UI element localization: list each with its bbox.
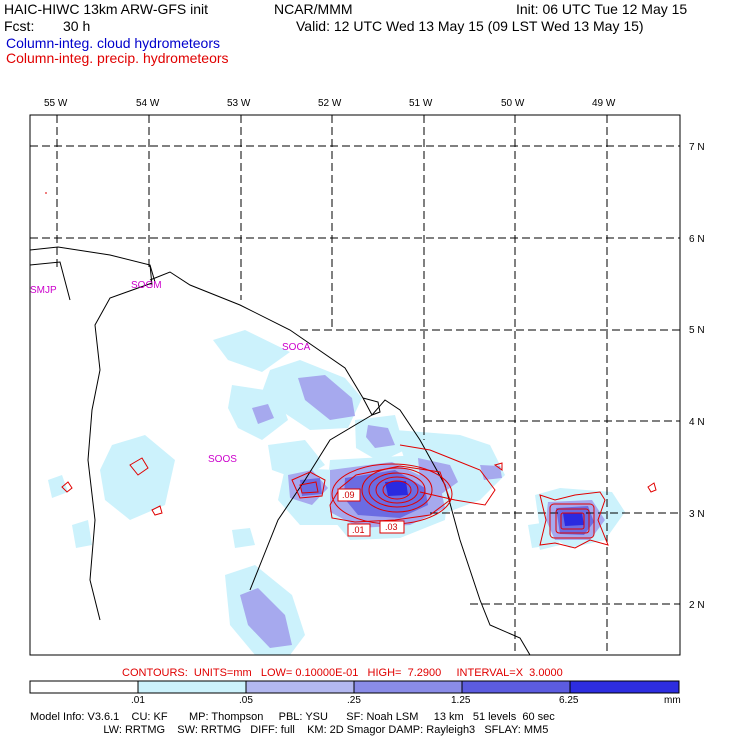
init-time: Init: 06 UTC Tue 12 May 15 — [516, 1, 688, 17]
latitude-labels: 7 N 6 N 5 N 4 N 3 N 2 N — [689, 142, 705, 611]
precip-field-title: Column-integ. precip. hydrometeors — [6, 50, 229, 66]
lat-label: 3 N — [689, 509, 705, 520]
cloud-field-title: Column-integ. cloud hydrometeors — [6, 35, 220, 51]
contour-info: CONTOURS: UNITS=mm LOW= 0.10000E-01 HIGH… — [122, 667, 563, 679]
lon-label: 55 W — [44, 98, 68, 109]
forecast-label: Fcst: — [4, 18, 35, 34]
station-label: SMJP — [30, 285, 57, 296]
valid-time: Valid: 12 UTC Wed 13 May 15 (09 LST Wed … — [296, 18, 644, 34]
agency-label: NCAR/MMM — [274, 1, 353, 17]
lat-label: 4 N — [689, 417, 705, 428]
lat-label: 2 N — [689, 600, 705, 611]
colorbar-bin — [461, 680, 571, 694]
precip-contours — [45, 192, 657, 549]
station-label: SOGM — [131, 280, 162, 291]
colorbar-bin — [353, 680, 463, 694]
colorbar-label: .05 — [239, 695, 253, 706]
colorbar-bin — [137, 680, 247, 694]
model-info-line1: Model Info: V3.6.1 CU: KF MP: Thompson P… — [30, 711, 555, 723]
coastline — [30, 246, 531, 655]
colorbar-bin — [569, 680, 680, 694]
contour-label: .03 — [385, 522, 398, 532]
colorbar-label: .25 — [347, 695, 361, 706]
colorbar-bin — [245, 680, 355, 694]
lon-label: 49 W — [592, 98, 616, 109]
lon-label: 50 W — [501, 98, 525, 109]
station-label: SOCA — [282, 342, 311, 353]
contour-label: .01 — [352, 525, 365, 535]
colorbar-bin — [29, 680, 139, 694]
lon-label: 52 W — [318, 98, 342, 109]
lon-label: 51 W — [409, 98, 433, 109]
forecast-hour: 30 h — [63, 18, 91, 34]
colorbar-unit: mm — [664, 695, 681, 706]
lat-label: 7 N — [689, 142, 705, 153]
colorbar-label: .01 — [131, 695, 145, 706]
map-frame — [29, 114, 681, 656]
lon-label: 53 W — [227, 98, 251, 109]
longitude-labels: 55 W 54 W 53 W 52 W 51 W 50 W 49 W — [44, 98, 616, 109]
model-info-line2: LW: RRTMG SW: RRTMG DIFF: full KM: 2D Sm… — [30, 724, 549, 736]
colorbar-label: 1.25 — [451, 695, 471, 706]
colorbar-label: 6.25 — [559, 695, 579, 706]
lat-label: 6 N — [689, 234, 705, 245]
station-label: SOOS — [208, 454, 237, 465]
graticule — [30, 115, 680, 655]
lat-label: 5 N — [689, 325, 705, 336]
cloud-shading-core — [385, 481, 584, 526]
map-title: HAIC-HIWC 13km ARW-GFS init — [4, 1, 209, 17]
colorbar — [29, 680, 680, 694]
contour-label: .09 — [342, 490, 355, 500]
lon-label: 54 W — [136, 98, 160, 109]
